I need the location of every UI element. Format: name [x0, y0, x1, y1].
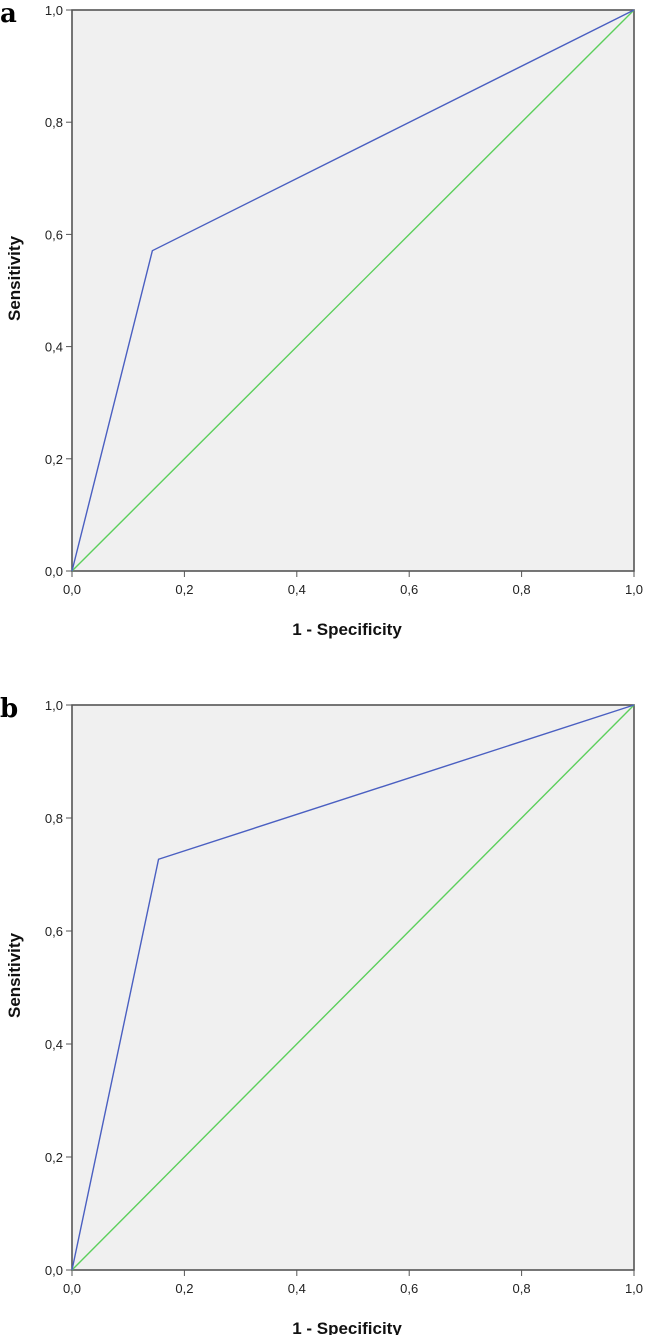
x-tick-label: 1,0: [625, 1281, 643, 1296]
x-tick-label: 0,0: [63, 1281, 81, 1296]
roc-panel-b: b 0,0 0,2 0,4 0,6 0,8 1,0 0,0 0,2 0,4 0,6 0,8 1,0 1 -…: [0, 694, 643, 1335]
x-axis-title: 1 - Specificity: [292, 620, 402, 639]
x-tick-label: 0,2: [175, 1281, 193, 1296]
x-tick-label: 1,0: [625, 582, 643, 597]
y-tick-label: 0,0: [45, 1263, 63, 1278]
x-tick-label: 0,4: [288, 582, 306, 597]
x-tick-label: 0,4: [288, 1281, 306, 1296]
y-axis-title: Sensitivity: [5, 235, 24, 321]
roc-curve: [71, 9, 635, 572]
x-tick-label: 0,2: [175, 582, 193, 597]
x-axis-title: 1 - Specificity: [292, 1319, 402, 1335]
y-tick-label: 1,0: [45, 3, 63, 18]
y-tick-label: 0,6: [45, 924, 63, 939]
y-tick-label: 1,0: [45, 698, 63, 713]
y-tick-label: 0,2: [45, 452, 63, 467]
x-tick-label: 0,8: [513, 1281, 531, 1296]
x-tick-label: 0,6: [400, 1281, 418, 1296]
y-axis-title: Sensitivity: [5, 932, 24, 1018]
y-tick-label: 0,4: [45, 340, 63, 355]
x-tick-label: 0,8: [513, 582, 531, 597]
reference-line: [71, 704, 635, 1271]
x-tick-label: 0,6: [400, 582, 418, 597]
y-tick-label: 0,6: [45, 227, 63, 242]
x-tick-label: 0,0: [63, 582, 81, 597]
y-tick-label: 0,8: [45, 811, 63, 826]
reference-line: [71, 9, 635, 572]
y-tick-label: 0,2: [45, 1150, 63, 1165]
roc-curve: [71, 704, 635, 1271]
roc-panel-a: a 0,0 0,2 0,4 0,6 0,8 1,0 0,0 0,2 0,4 0,6 0,8 1,0 1 -…: [0, 0, 643, 639]
panel-label: a: [0, 0, 17, 29]
y-tick-label: 0,0: [45, 564, 63, 579]
panel-label: b: [0, 694, 18, 724]
y-tick-label: 0,4: [45, 1037, 63, 1052]
y-tick-label: 0,8: [45, 115, 63, 130]
